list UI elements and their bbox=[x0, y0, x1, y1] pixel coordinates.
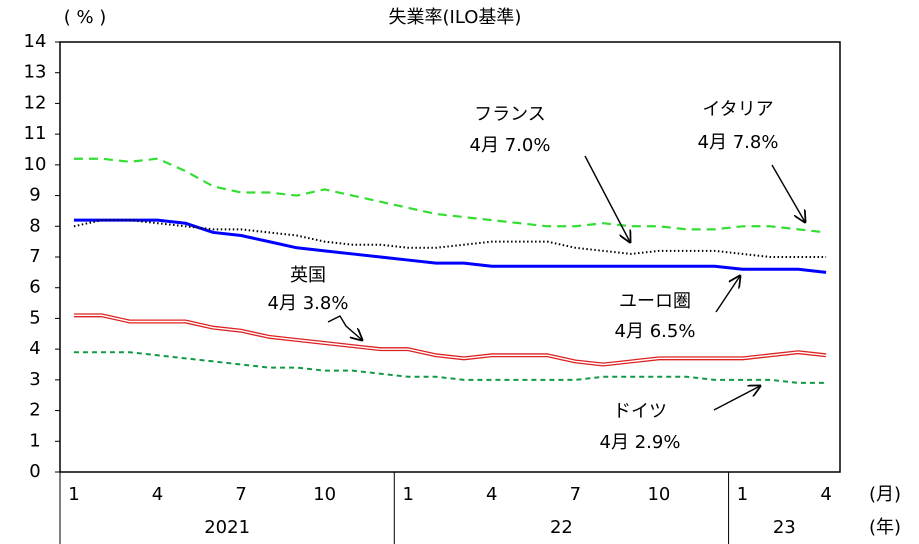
x-tick-label: 4 bbox=[152, 484, 163, 505]
y-tick-label: 8 bbox=[29, 215, 40, 236]
x-axis-label: (月) bbox=[869, 484, 901, 505]
chart-title: 失業率(ILO基準) bbox=[389, 7, 522, 28]
year-label: 2021 bbox=[204, 517, 250, 538]
y-tick-label: 0 bbox=[29, 461, 40, 482]
y-tick-label: 13 bbox=[24, 62, 47, 83]
y-tick-label: 12 bbox=[24, 92, 47, 113]
y-tick-label: 6 bbox=[29, 277, 40, 298]
x-tick-label: 1 bbox=[68, 484, 79, 505]
series-annotation: 4月 3.8% bbox=[268, 293, 349, 314]
y-tick-label: 7 bbox=[29, 246, 40, 267]
year-label: 23 bbox=[773, 517, 796, 538]
y-axis-label: ( % ) bbox=[64, 7, 107, 28]
x-tick-label: 10 bbox=[313, 484, 336, 505]
series-name: フランス bbox=[474, 104, 546, 125]
x-tick-label: 7 bbox=[235, 484, 246, 505]
y-tick-label: 3 bbox=[29, 369, 40, 390]
series-annotation: 4月 6.5% bbox=[615, 321, 696, 342]
x-tick-label: 1 bbox=[737, 484, 748, 505]
y-tick-label: 5 bbox=[29, 307, 40, 328]
x-tick-label: 7 bbox=[570, 484, 581, 505]
year-label: 22 bbox=[550, 517, 573, 538]
series-name: ドイツ bbox=[613, 401, 667, 422]
year-axis-label: (年) bbox=[869, 517, 901, 538]
x-tick-label: 10 bbox=[647, 484, 670, 505]
annotation-arrow bbox=[327, 315, 362, 340]
annotation-arrow bbox=[713, 386, 760, 411]
x-tick-label: 1 bbox=[402, 484, 413, 505]
series-annotation: 4月 7.8% bbox=[698, 132, 779, 153]
series-line bbox=[73, 157, 827, 234]
y-tick-label: 2 bbox=[29, 400, 40, 421]
y-tick-label: 4 bbox=[29, 338, 40, 359]
series-name: 英国 bbox=[290, 265, 326, 286]
annotation-arrow bbox=[584, 155, 630, 242]
series-annotation: 4月 2.9% bbox=[600, 432, 681, 453]
series-line bbox=[73, 218, 827, 274]
series-name: ユーロ圏 bbox=[619, 291, 691, 312]
y-tick-label: 10 bbox=[24, 154, 47, 175]
x-tick-label: 4 bbox=[820, 484, 831, 505]
annotation-arrow bbox=[771, 164, 805, 222]
x-tick-label: 4 bbox=[486, 484, 497, 505]
series-line-inner bbox=[73, 314, 827, 366]
annotation-arrow bbox=[715, 276, 740, 313]
y-tick-label: 14 bbox=[24, 31, 47, 52]
series-name: イタリア bbox=[702, 99, 773, 120]
series-line bbox=[73, 219, 827, 258]
y-tick-label: 1 bbox=[29, 430, 40, 451]
series-annotation: 4月 7.0% bbox=[470, 135, 551, 156]
y-tick-label: 11 bbox=[24, 123, 47, 144]
y-tick-label: 9 bbox=[29, 185, 40, 206]
